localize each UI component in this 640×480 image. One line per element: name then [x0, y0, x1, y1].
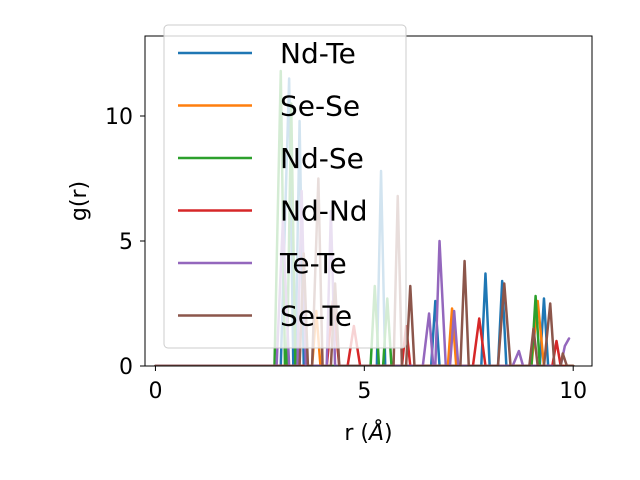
- y-axis-label: g(r): [67, 181, 92, 221]
- legend-label: Se-Te: [280, 300, 352, 333]
- series-line-te-te: [154, 189, 571, 366]
- y-tick-label: 0: [119, 355, 133, 380]
- x-tick-label: 5: [357, 379, 371, 404]
- x-tick-label: 10: [559, 379, 587, 404]
- x-axis-label-close: ): [384, 421, 393, 446]
- legend-label: Nd-Se: [280, 142, 364, 175]
- y-tick-label: 5: [119, 230, 133, 255]
- legend-label: Nd-Nd: [280, 195, 368, 228]
- legend: Nd-Te Se-Se Nd-Se Nd-Nd Te-Te Se-Te: [163, 24, 407, 349]
- y-tick-label: 10: [105, 105, 133, 130]
- legend-label: Se-Se: [280, 90, 360, 123]
- legend-label: Te-Te: [279, 247, 347, 280]
- axis-ticks: 0 5 10 0 5 10: [105, 105, 587, 404]
- x-axis-label-unit: Å: [367, 419, 384, 446]
- x-axis-label: r (Å): [344, 419, 392, 446]
- x-axis-label-text: r (: [344, 421, 369, 446]
- legend-label: Nd-Te: [280, 37, 356, 70]
- x-tick-label: 0: [148, 379, 162, 404]
- series-line-nd-te: [154, 77, 575, 366]
